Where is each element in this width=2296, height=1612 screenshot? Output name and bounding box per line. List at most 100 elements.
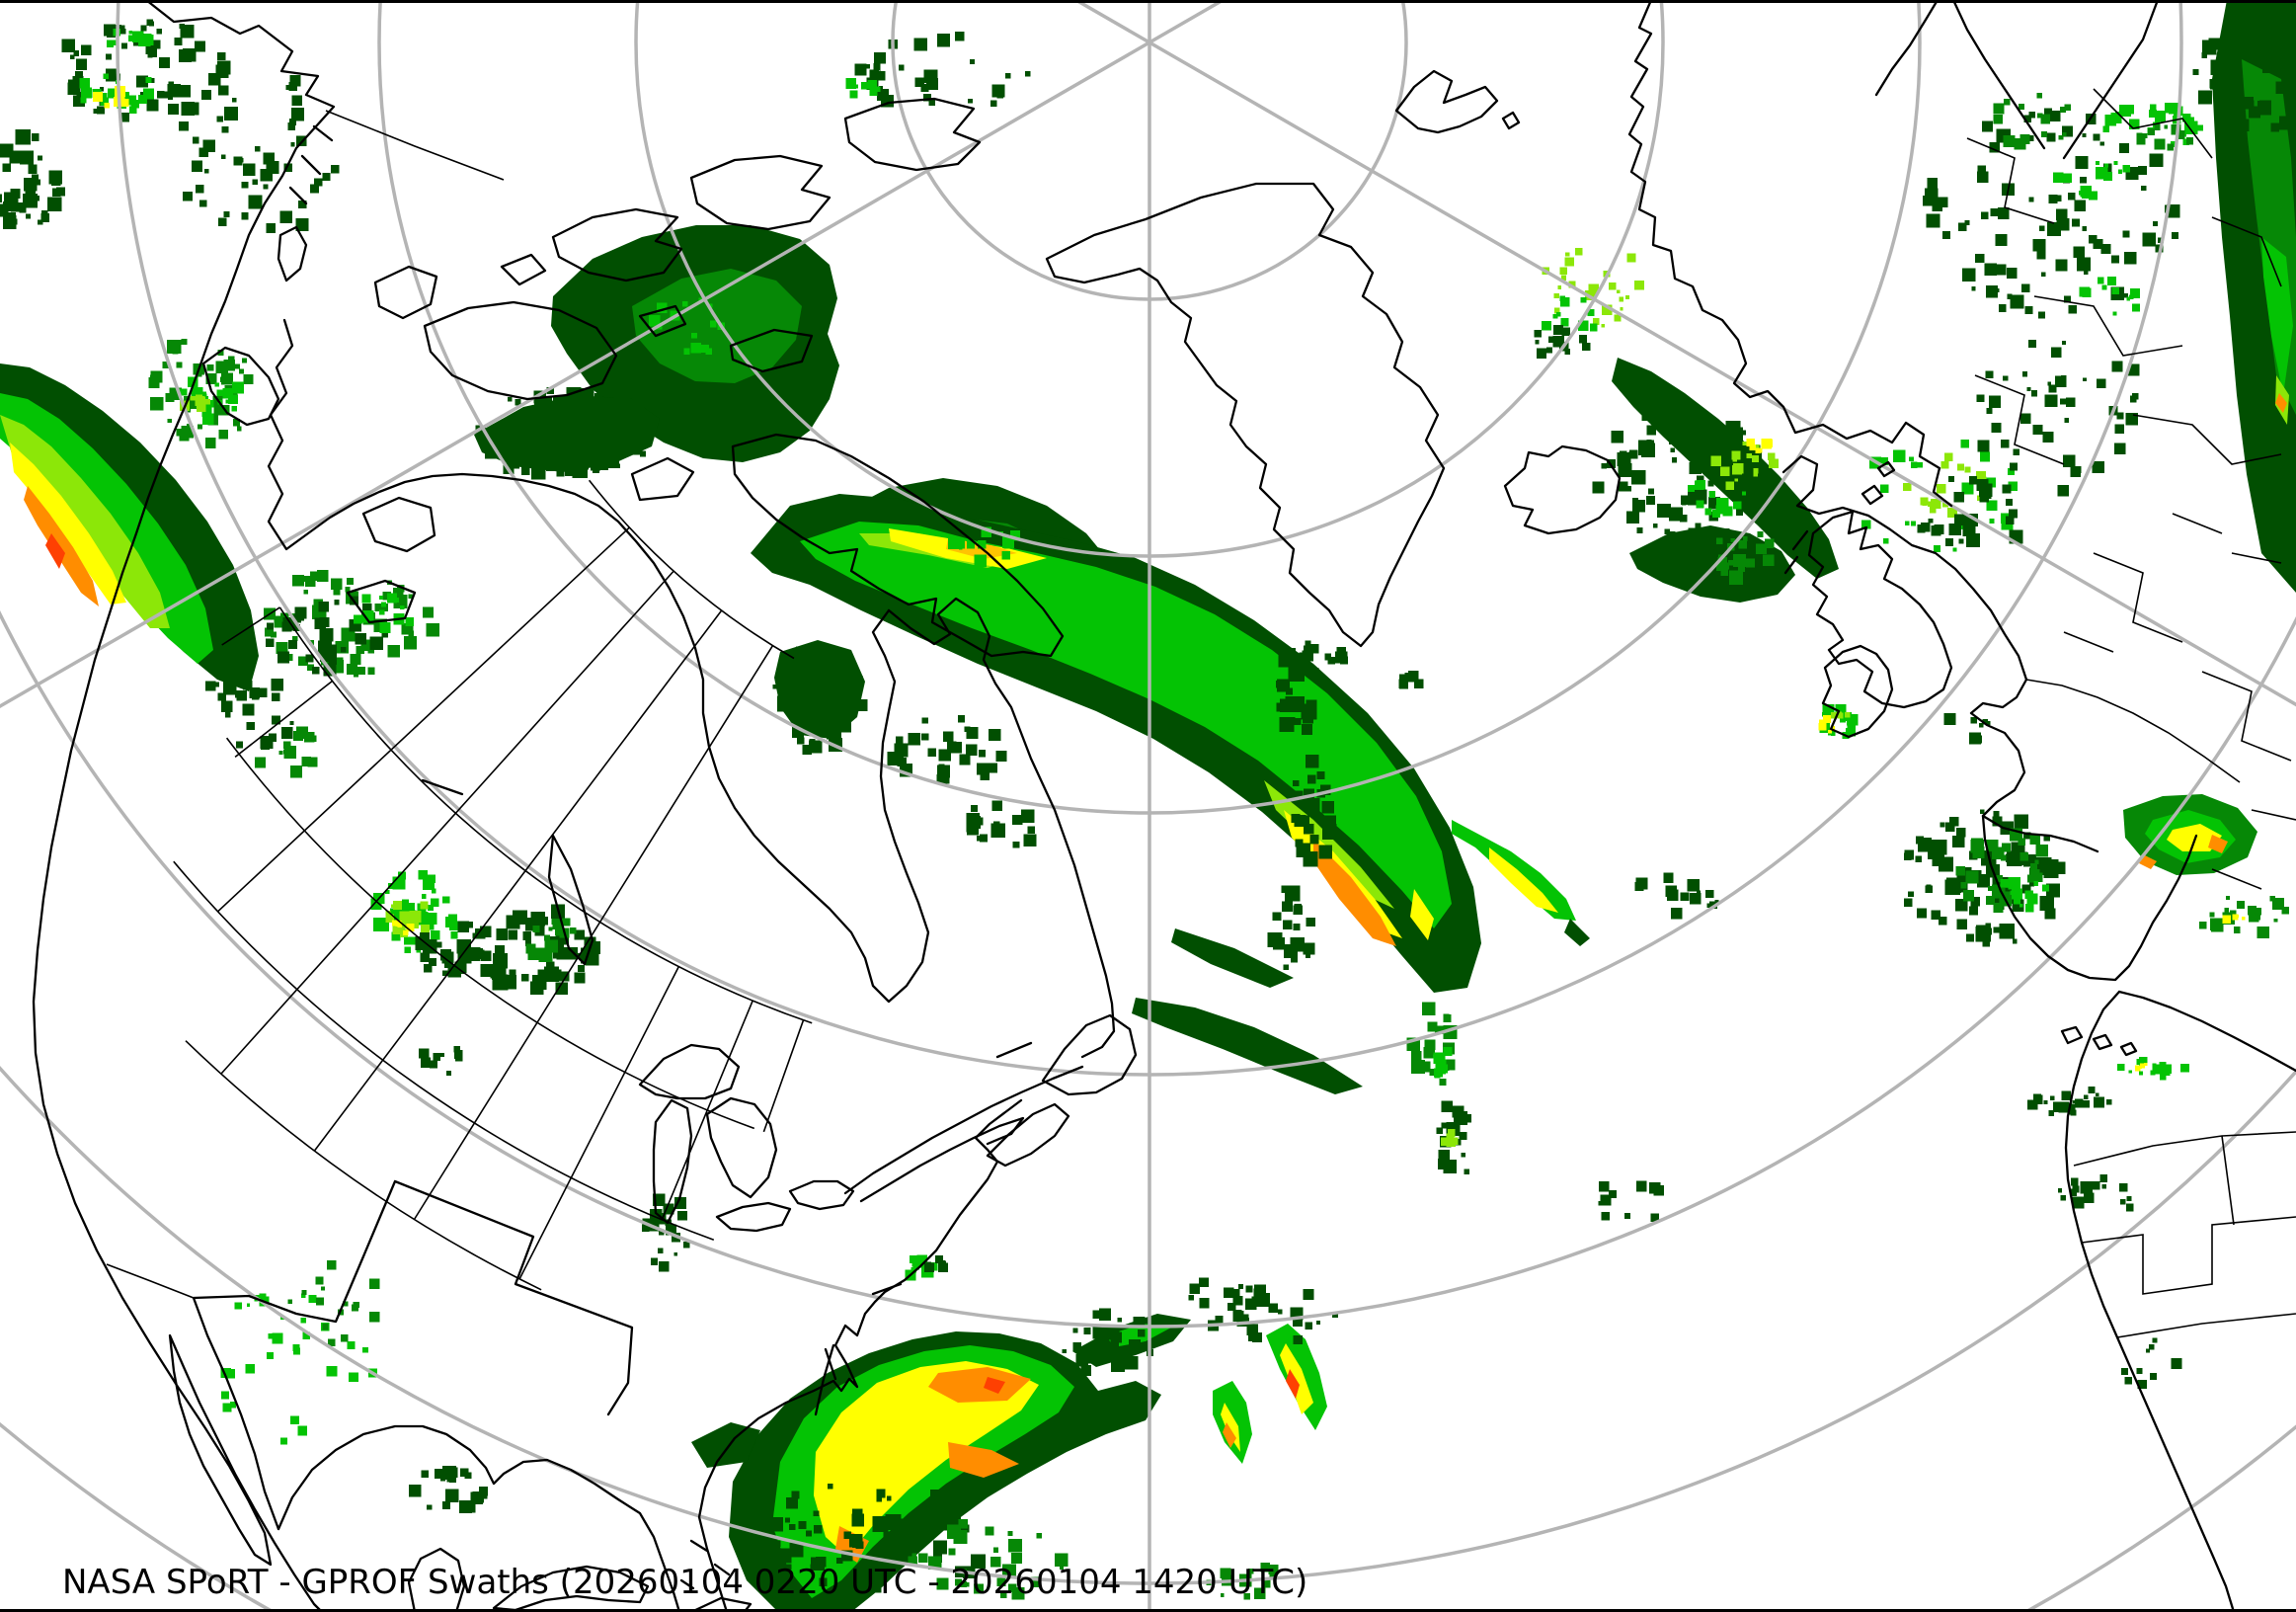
speckle bbox=[149, 77, 155, 84]
speckle bbox=[1964, 466, 1971, 473]
speckle-cluster bbox=[1592, 409, 1763, 544]
speckle bbox=[851, 1513, 865, 1527]
speckle bbox=[408, 630, 415, 637]
speckle bbox=[2101, 284, 2107, 290]
speckle bbox=[2281, 906, 2290, 915]
speckle bbox=[1958, 538, 1964, 544]
speckle bbox=[1740, 430, 1746, 436]
speckle bbox=[2149, 153, 2164, 168]
speckle bbox=[2028, 197, 2034, 202]
speckle bbox=[615, 463, 621, 469]
speckle bbox=[913, 38, 927, 51]
speckle bbox=[813, 1510, 820, 1517]
speckle bbox=[144, 34, 152, 41]
speckle bbox=[441, 951, 454, 964]
coastline bbox=[500, 253, 547, 286]
coastline bbox=[373, 265, 438, 320]
speckle bbox=[571, 434, 578, 440]
speckle bbox=[435, 941, 442, 948]
speckle bbox=[1680, 892, 1690, 901]
speckle bbox=[97, 106, 105, 115]
speckle bbox=[1435, 1059, 1447, 1071]
speckle bbox=[1664, 528, 1671, 535]
speckle bbox=[579, 387, 594, 404]
speckle bbox=[1436, 1127, 1443, 1134]
speckle bbox=[2014, 137, 2026, 150]
speckle bbox=[2127, 363, 2140, 376]
speckle bbox=[787, 679, 794, 685]
speckle bbox=[1602, 304, 1613, 315]
speckle bbox=[640, 437, 647, 443]
speckle bbox=[1315, 1320, 1321, 1326]
speckle bbox=[629, 422, 643, 435]
coastline bbox=[2060, 1025, 2138, 1057]
speckle-cluster bbox=[419, 1046, 463, 1076]
speckle bbox=[2096, 161, 2099, 165]
speckle bbox=[1560, 275, 1567, 281]
speckle bbox=[607, 420, 618, 431]
speckle bbox=[302, 1331, 310, 1339]
speckle bbox=[1948, 523, 1961, 535]
speckle bbox=[1668, 507, 1684, 522]
speckle bbox=[1986, 408, 1993, 415]
speckle bbox=[243, 374, 254, 385]
speckle bbox=[239, 368, 244, 374]
precip-region bbox=[1564, 919, 1590, 946]
speckle bbox=[1904, 521, 1910, 526]
speckle bbox=[2114, 443, 2126, 454]
speckle bbox=[2144, 1062, 2148, 1066]
speckle bbox=[849, 1534, 863, 1548]
speckle-cluster bbox=[2079, 277, 2141, 316]
speckle bbox=[2138, 1057, 2148, 1066]
speckle bbox=[642, 1224, 650, 1232]
speckle bbox=[2097, 378, 2106, 388]
speckle bbox=[1957, 463, 1964, 471]
speckle bbox=[1670, 907, 1683, 920]
speckle bbox=[2114, 424, 2125, 435]
speckle bbox=[2002, 843, 2011, 852]
speckle bbox=[1627, 451, 1635, 459]
speckle bbox=[17, 202, 27, 212]
speckle bbox=[243, 163, 256, 176]
speckle bbox=[1254, 1587, 1266, 1599]
speckle bbox=[814, 1524, 823, 1534]
border-ray bbox=[217, 526, 630, 913]
speckle bbox=[2001, 439, 2010, 448]
speckle-cluster bbox=[415, 921, 492, 978]
speckle bbox=[2263, 40, 2269, 47]
speckle bbox=[2021, 371, 2027, 377]
speckle bbox=[595, 398, 610, 413]
speckle bbox=[314, 178, 323, 187]
coastlines bbox=[32, 0, 2296, 1612]
border-ray bbox=[661, 1000, 753, 1221]
speckle-cluster bbox=[924, 1254, 948, 1273]
border-line bbox=[2073, 1131, 2296, 1167]
speckle bbox=[1717, 554, 1723, 559]
speckle bbox=[2072, 1099, 2076, 1104]
speckle bbox=[691, 332, 697, 339]
speckle bbox=[204, 169, 209, 174]
speckle bbox=[590, 460, 600, 471]
speckle bbox=[2180, 1064, 2189, 1073]
speckle bbox=[167, 419, 172, 424]
precip-region bbox=[2261, 237, 2293, 395]
speckle bbox=[1916, 836, 1925, 845]
speckle bbox=[552, 919, 563, 929]
speckle bbox=[1745, 558, 1755, 568]
speckle bbox=[2024, 904, 2034, 913]
speckle bbox=[405, 617, 415, 626]
speckle bbox=[1311, 667, 1319, 676]
speckle bbox=[292, 574, 304, 587]
speckle bbox=[2054, 375, 2067, 388]
speckle bbox=[1452, 1125, 1460, 1133]
speckle bbox=[1012, 842, 1020, 848]
speckle bbox=[2201, 52, 2208, 58]
coastline bbox=[705, 1096, 778, 1199]
coastline bbox=[267, 318, 930, 1004]
speckle bbox=[2171, 124, 2181, 135]
coastline bbox=[731, 433, 1065, 658]
speckle bbox=[980, 770, 990, 780]
speckle bbox=[1993, 902, 2004, 913]
speckle bbox=[245, 1364, 255, 1374]
speckle bbox=[263, 184, 269, 190]
